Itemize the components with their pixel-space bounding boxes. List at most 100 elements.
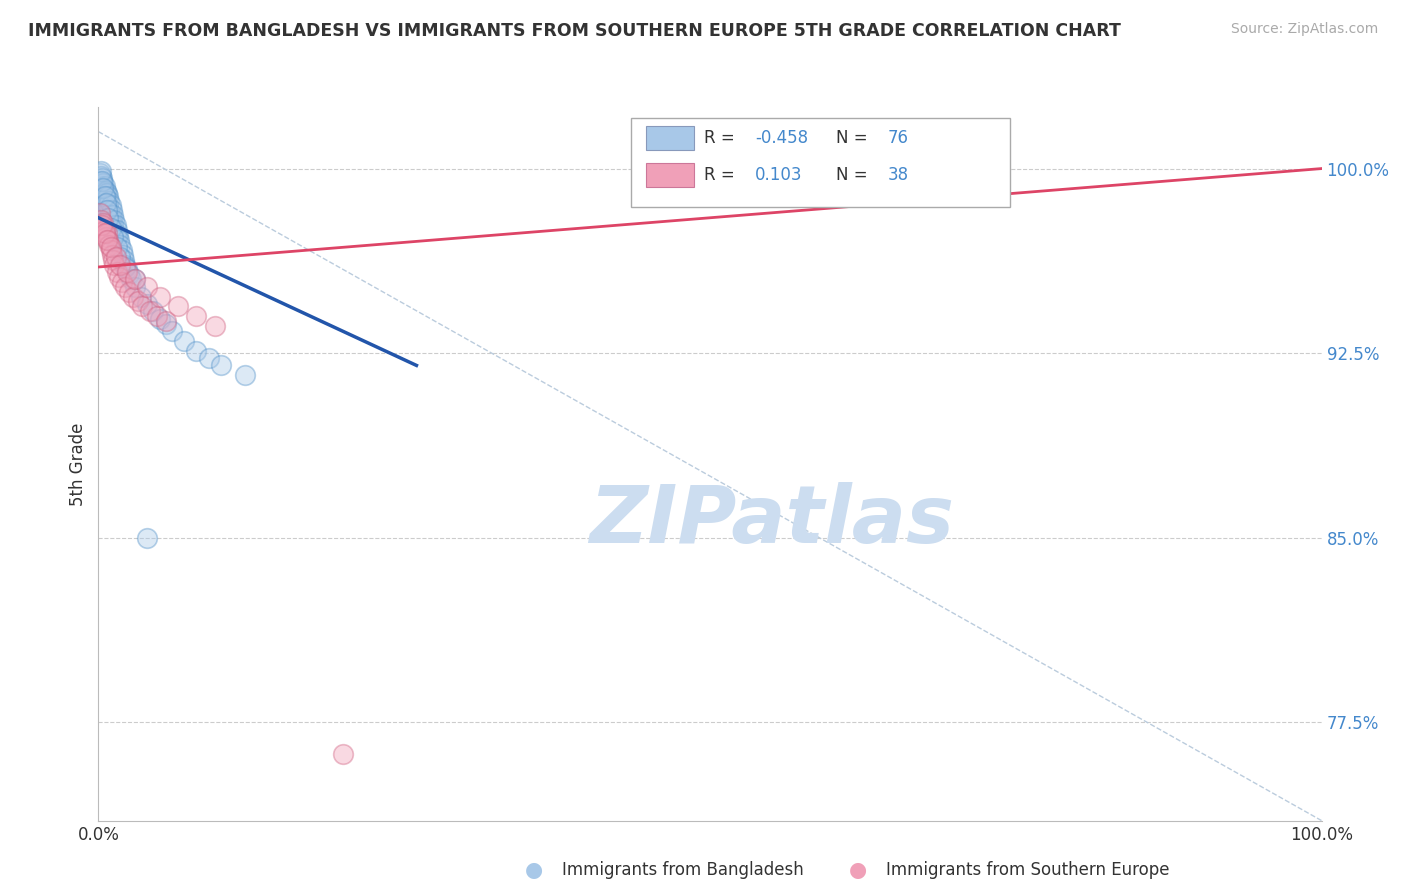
Point <box>93 226 115 240</box>
Point <box>103 258 125 272</box>
Point <box>97 188 120 202</box>
Point <box>136 297 159 311</box>
Point <box>149 289 172 303</box>
Point <box>100 220 122 235</box>
Point <box>107 227 129 242</box>
Text: Immigrants from Bangladesh: Immigrants from Bangladesh <box>562 861 804 879</box>
Point <box>115 262 138 277</box>
Point <box>97 198 120 212</box>
Point <box>124 272 146 286</box>
Text: IMMIGRANTS FROM BANGLADESH VS IMMIGRANTS FROM SOUTHERN EUROPE 5TH GRADE CORRELAT: IMMIGRANTS FROM BANGLADESH VS IMMIGRANTS… <box>28 22 1121 40</box>
Text: R =: R = <box>704 166 745 184</box>
Point <box>103 213 125 227</box>
Point <box>101 213 124 227</box>
Point <box>142 304 165 318</box>
Text: ●: ● <box>849 860 866 880</box>
Point <box>160 324 183 338</box>
Point <box>90 186 112 201</box>
Point <box>120 272 142 286</box>
Point <box>90 178 112 193</box>
Point <box>93 186 115 201</box>
Point <box>149 311 172 326</box>
Point <box>101 230 124 244</box>
Point <box>104 218 127 232</box>
Point <box>100 243 122 257</box>
FancyBboxPatch shape <box>647 162 695 187</box>
Point <box>96 196 118 211</box>
Point <box>118 285 141 299</box>
Point <box>91 194 114 208</box>
Point <box>111 275 134 289</box>
Text: 76: 76 <box>887 128 908 146</box>
Point <box>114 260 136 274</box>
Point <box>167 299 190 313</box>
Point <box>121 289 143 303</box>
Point <box>110 258 132 272</box>
Point <box>101 203 124 218</box>
Point <box>118 268 141 282</box>
Text: R =: R = <box>704 128 740 146</box>
Point <box>101 218 124 232</box>
Point <box>91 181 114 195</box>
Point <box>91 181 114 195</box>
Point <box>233 368 256 383</box>
Point <box>110 250 132 264</box>
Point <box>94 230 117 244</box>
Text: 0.103: 0.103 <box>755 166 803 184</box>
Text: -0.458: -0.458 <box>755 128 808 146</box>
Point <box>114 279 136 293</box>
Point <box>96 203 118 218</box>
Text: ●: ● <box>526 860 543 880</box>
Point <box>115 265 138 279</box>
Point <box>186 343 208 358</box>
Point <box>93 188 115 202</box>
Point <box>91 191 114 205</box>
Point <box>91 184 114 198</box>
Point <box>111 243 134 257</box>
Point <box>332 747 354 762</box>
Point <box>96 206 118 220</box>
Point <box>98 203 121 218</box>
Point <box>155 317 177 331</box>
Point <box>90 213 112 227</box>
Point <box>204 319 226 334</box>
Point <box>91 174 114 188</box>
Point <box>105 265 128 279</box>
Point <box>89 206 111 220</box>
Point <box>94 196 117 211</box>
Point <box>93 178 115 193</box>
Point <box>98 237 121 252</box>
Point <box>124 272 146 286</box>
Point <box>127 294 149 309</box>
Point <box>91 216 114 230</box>
Point <box>108 233 131 247</box>
Point <box>100 216 122 230</box>
Point <box>100 240 122 254</box>
Point <box>129 289 152 303</box>
Point <box>91 220 114 235</box>
Point <box>100 208 122 222</box>
Point <box>96 186 118 201</box>
Point <box>89 174 111 188</box>
Point <box>155 314 177 328</box>
Point <box>105 230 128 244</box>
Point <box>101 248 124 262</box>
Point <box>90 169 112 183</box>
Point <box>91 218 114 232</box>
Point <box>89 166 111 180</box>
Point <box>94 184 117 198</box>
Point <box>104 250 127 264</box>
Point <box>139 304 162 318</box>
Point <box>105 240 128 254</box>
Point <box>94 201 117 215</box>
Point <box>90 164 112 178</box>
Y-axis label: 5th Grade: 5th Grade <box>69 422 87 506</box>
Point <box>97 211 120 225</box>
FancyBboxPatch shape <box>647 126 695 150</box>
Point <box>112 252 135 267</box>
Point <box>136 531 159 545</box>
Text: 38: 38 <box>887 166 908 184</box>
Text: Immigrants from Southern Europe: Immigrants from Southern Europe <box>886 861 1170 879</box>
Text: N =: N = <box>837 128 873 146</box>
Text: N =: N = <box>837 166 873 184</box>
